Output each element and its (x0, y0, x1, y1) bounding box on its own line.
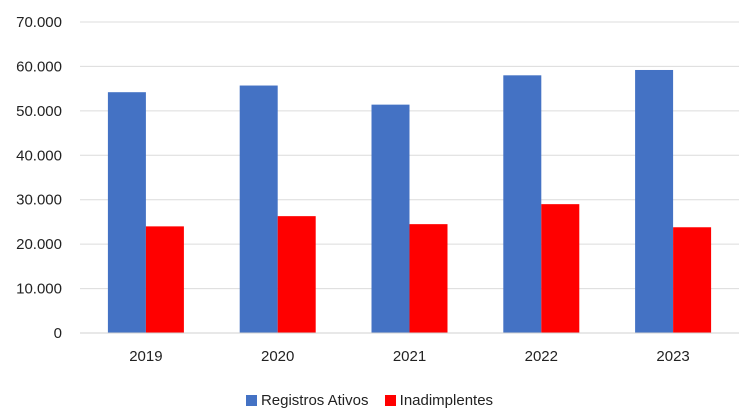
bar-series-0-2023 (635, 69, 674, 334)
legend-label-series-1: Inadimplentes (399, 392, 494, 409)
x-tick-label: 2021 (393, 348, 426, 365)
y-tick-label: 70.000 (16, 14, 62, 31)
y-tick-label: 10.000 (16, 281, 62, 298)
legend-swatch-series-1 (384, 395, 396, 406)
bar-series-0-2022 (503, 75, 542, 334)
bar-series-1-2019 (145, 226, 184, 333)
x-tick-label: 2020 (261, 348, 294, 365)
legend-item-series-0: Registros Ativos (245, 392, 369, 409)
bar-series-0-2020 (239, 85, 278, 333)
x-tick-label: 2023 (656, 348, 689, 365)
x-tick-label: 2019 (129, 348, 162, 365)
bar-series-1-2021 (409, 224, 448, 333)
bar-series-1-2023 (673, 227, 712, 333)
legend-label-series-0: Registros Ativos (260, 392, 369, 409)
legend-item-series-1: Inadimplentes (384, 392, 494, 409)
x-axis-tick-labels: 2019 2020 2021 2022 2023 (129, 348, 690, 365)
bar-series-0-2021 (371, 104, 410, 333)
bar-series-0-2019 (107, 92, 146, 333)
y-tick-label: 20.000 (16, 236, 62, 253)
bars (107, 69, 712, 334)
y-tick-label: 40.000 (16, 147, 62, 164)
bar-series-1-2022 (541, 204, 580, 333)
y-tick-label: 0 (54, 325, 62, 342)
y-tick-label: 60.000 (16, 58, 62, 75)
x-tick-label: 2022 (525, 348, 558, 365)
y-tick-label: 50.000 (16, 103, 62, 120)
legend-swatch-series-0 (245, 395, 257, 406)
y-tick-label: 30.000 (16, 192, 62, 209)
legend: Registros Ativos Inadimplentes (0, 392, 739, 410)
y-axis-tick-labels: 0 10.000 20.000 30.000 40.000 50.000 60.000 70.… (16, 14, 62, 342)
bar-series-1-2020 (277, 216, 316, 333)
